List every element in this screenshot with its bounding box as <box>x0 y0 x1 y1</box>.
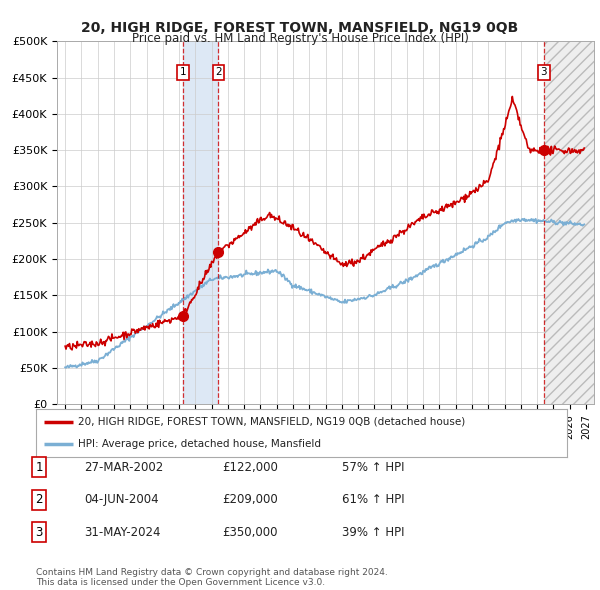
Text: 2: 2 <box>35 493 43 506</box>
Text: 20, HIGH RIDGE, FOREST TOWN, MANSFIELD, NG19 0QB (detached house): 20, HIGH RIDGE, FOREST TOWN, MANSFIELD, … <box>79 417 466 427</box>
Text: 3: 3 <box>541 67 547 77</box>
Text: 61% ↑ HPI: 61% ↑ HPI <box>342 493 404 506</box>
Text: 31-MAY-2024: 31-MAY-2024 <box>84 526 161 539</box>
Text: HPI: Average price, detached house, Mansfield: HPI: Average price, detached house, Mans… <box>79 439 322 449</box>
Text: 2: 2 <box>215 67 222 77</box>
Text: 20, HIGH RIDGE, FOREST TOWN, MANSFIELD, NG19 0QB: 20, HIGH RIDGE, FOREST TOWN, MANSFIELD, … <box>82 21 518 35</box>
Text: 39% ↑ HPI: 39% ↑ HPI <box>342 526 404 539</box>
Text: 1: 1 <box>35 461 43 474</box>
Text: Contains HM Land Registry data © Crown copyright and database right 2024.
This d: Contains HM Land Registry data © Crown c… <box>36 568 388 587</box>
Text: 04-JUN-2004: 04-JUN-2004 <box>84 493 158 506</box>
Text: 1: 1 <box>179 67 186 77</box>
Text: £350,000: £350,000 <box>222 526 277 539</box>
Text: £209,000: £209,000 <box>222 493 278 506</box>
Bar <box>183 41 218 404</box>
Text: 57% ↑ HPI: 57% ↑ HPI <box>342 461 404 474</box>
Text: 3: 3 <box>35 526 43 539</box>
Text: 27-MAR-2002: 27-MAR-2002 <box>84 461 163 474</box>
Text: £122,000: £122,000 <box>222 461 278 474</box>
Text: Price paid vs. HM Land Registry's House Price Index (HPI): Price paid vs. HM Land Registry's House … <box>131 32 469 45</box>
